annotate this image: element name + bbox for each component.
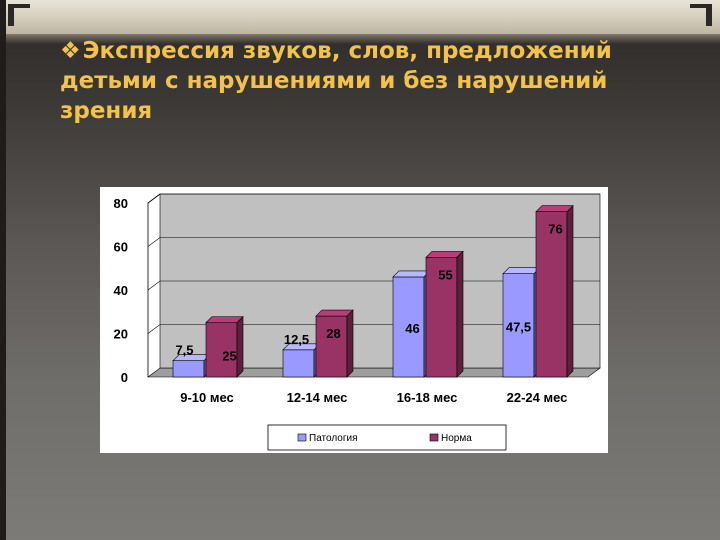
category-label: 22-24 мес: [507, 390, 568, 405]
legend-label: Норма: [441, 433, 472, 444]
data-label: 55: [438, 267, 452, 282]
y-tick-label: 40: [114, 283, 128, 298]
category-label: 12-14 мес: [287, 390, 348, 405]
y-axis: [147, 193, 161, 377]
bar-side: [236, 315, 244, 378]
legend-swatch: [297, 433, 307, 442]
legend-box: [267, 424, 507, 451]
bar: [172, 360, 205, 378]
legend-swatch: [429, 433, 439, 442]
bar-top: [425, 251, 464, 258]
banner-shadow: [0, 34, 720, 44]
data-label: 47,5: [506, 320, 531, 335]
data-label: 28: [326, 326, 340, 341]
legend: Патология Норма: [267, 424, 507, 451]
corner-ornament-left-icon: [8, 4, 30, 26]
corner-ornament-right-icon: [690, 4, 712, 26]
top-banner: [0, 0, 720, 34]
y-tick-label: 60: [114, 240, 128, 255]
chart-panel: 0 20 40 60 80 7,5 25 12,5 28 46 55 47,5 76 9-10 мес…: [100, 187, 608, 453]
y-tick-label: 80: [114, 196, 128, 211]
legend-label: Патология: [309, 433, 358, 444]
data-label: 76: [548, 222, 562, 237]
slide-title-text: Экспрессия звуков, слов, предложений дет…: [60, 38, 612, 124]
bar-side: [346, 309, 354, 378]
bar-top: [502, 267, 541, 274]
axes: 0 20 40 60 80: [114, 193, 161, 385]
slide-title: ❖Экспрессия звуков, слов, предложений де…: [60, 36, 700, 126]
bar-side: [566, 204, 574, 378]
bar-top: [205, 316, 244, 323]
data-labels: 7,5 25 12,5 28 46 55 47,5 76: [175, 222, 562, 364]
y-tick-label: 0: [121, 370, 128, 385]
category-label: 9-10 мес: [180, 390, 234, 405]
bar-top: [535, 205, 574, 213]
bar: [315, 315, 348, 378]
y-tick-label: 20: [114, 327, 128, 342]
bar: [392, 276, 425, 378]
gridline: [147, 237, 600, 247]
data-label: 7,5: [175, 343, 193, 358]
bar-side: [456, 250, 464, 378]
bar-chart: 0 20 40 60 80 7,5 25 12,5 28 46 55 47,5 76 9-10 мес…: [114, 193, 601, 451]
data-label: 25: [222, 349, 236, 364]
bar-top: [392, 270, 431, 278]
bar: [282, 349, 315, 378]
category-label: 16-18 мес: [397, 390, 458, 405]
data-label: 12,5: [284, 332, 309, 347]
bar: [425, 257, 458, 378]
bar: [535, 211, 568, 378]
category-labels: 9-10 мес 12-14 мес 16-18 мес 22-24 мес: [180, 390, 567, 405]
data-label: 46: [405, 321, 419, 336]
bar: [502, 273, 535, 378]
bar-top: [315, 309, 354, 317]
diamond-bullet-icon: ❖: [60, 38, 81, 64]
bars: [172, 204, 574, 378]
left-rule: [0, 0, 6, 540]
